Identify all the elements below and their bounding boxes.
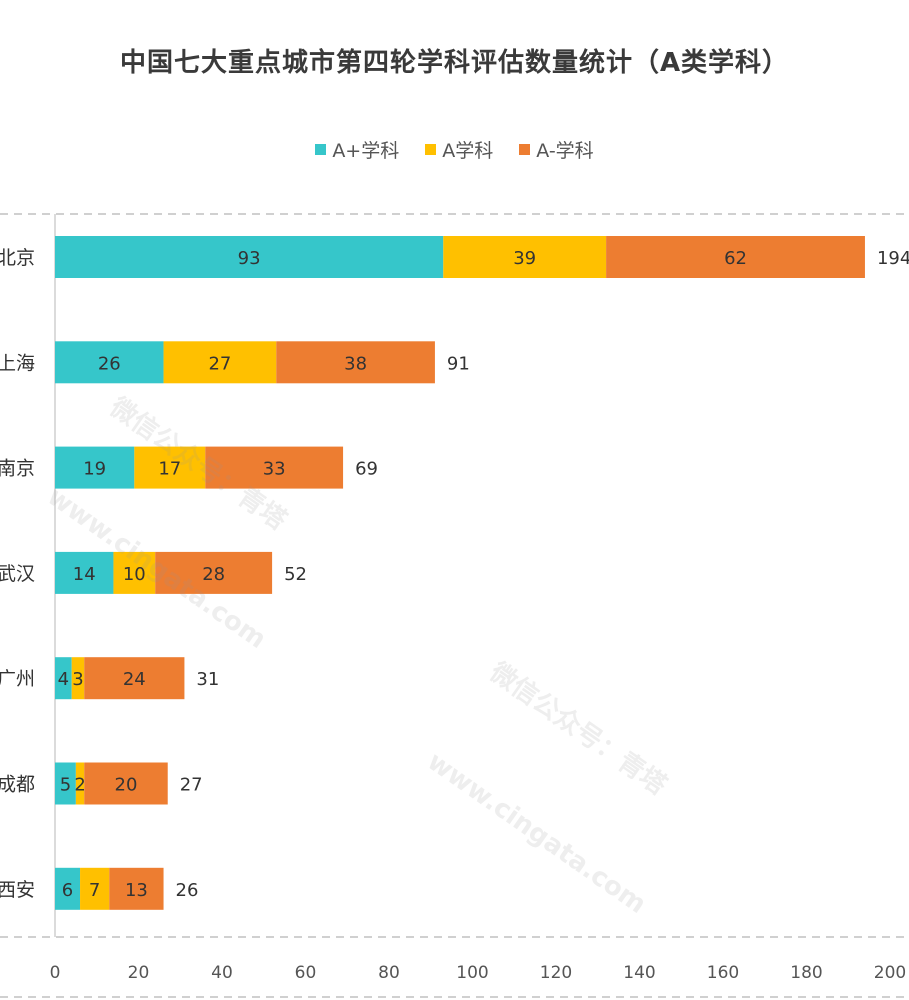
bar-segment <box>205 446 344 489</box>
bar-data-label: 39 <box>513 248 536 269</box>
bar-segment <box>109 867 164 910</box>
bar-data-label: 20 <box>115 775 138 796</box>
bar-data-label: 26 <box>98 353 121 374</box>
legend-item-a-minus: A-学科 <box>519 136 594 163</box>
bar-total-label: 27 <box>180 775 203 796</box>
y-category-label: 南京 <box>0 458 35 480</box>
bar-segment <box>443 236 607 278</box>
bar-data-label: 19 <box>83 459 106 480</box>
x-tick-label: 100 <box>456 963 488 983</box>
x-tick-label: 200 <box>874 963 906 983</box>
bar-segment <box>84 657 185 700</box>
bar-segment <box>80 867 110 910</box>
legend-swatch-a <box>425 144 437 155</box>
bar-segment <box>113 551 156 594</box>
legend-label-a-plus: A+学科 <box>332 140 400 162</box>
bar-segment <box>155 551 273 594</box>
legend-swatch-a-minus <box>519 144 531 155</box>
y-category-label: 北京 <box>0 247 35 269</box>
bar-segment <box>276 341 435 384</box>
legend-label-a-minus: A-学科 <box>536 140 594 162</box>
bar-segment <box>163 341 277 384</box>
bar-total-label: 52 <box>284 564 307 585</box>
x-tick-label: 0 <box>50 963 61 983</box>
bar-total-label: 31 <box>196 669 219 690</box>
x-tick-label: 40 <box>211 963 233 983</box>
legend-item-a-plus: A+学科 <box>315 136 399 163</box>
y-category-label: 武汉 <box>0 563 35 585</box>
bar-segment <box>55 551 114 594</box>
bar-data-label: 24 <box>123 669 146 690</box>
bar-segment <box>55 446 135 489</box>
bar-segment <box>71 657 85 700</box>
bar-segment <box>55 657 72 700</box>
chart-legend: A+学科 A学科 A-学科 <box>0 136 909 163</box>
y-category-label: 西安 <box>0 879 35 901</box>
bar-data-label: 13 <box>125 880 148 901</box>
bar-total-label: 194 <box>877 248 909 269</box>
bar-data-label: 10 <box>123 564 146 585</box>
legend-item-a: A学科 <box>425 136 493 163</box>
x-tick-label: 60 <box>295 963 317 983</box>
bar-total-label: 91 <box>447 353 470 374</box>
bar-data-label: 38 <box>344 353 367 374</box>
bar-data-label: 62 <box>724 248 747 269</box>
bar-segment <box>55 341 164 384</box>
bar-segment <box>55 867 81 910</box>
x-tick-label: 160 <box>707 963 739 983</box>
bar-segment <box>75 762 85 805</box>
bar-data-label: 93 <box>238 248 261 269</box>
x-tick-label: 80 <box>378 963 400 983</box>
bar-data-label: 14 <box>73 564 96 585</box>
bar-data-label: 4 <box>58 669 69 690</box>
bar-data-label: 28 <box>202 564 225 585</box>
y-category-label: 成都 <box>0 774 35 796</box>
bar-data-label: 5 <box>60 775 71 796</box>
bar-data-label: 33 <box>263 459 286 480</box>
x-tick-label: 180 <box>790 963 822 983</box>
bar-data-label: 27 <box>208 353 231 374</box>
bar-segment <box>606 236 865 278</box>
y-category-label: 上海 <box>0 352 35 374</box>
bar-total-label: 26 <box>176 880 199 901</box>
x-tick-label: 20 <box>128 963 150 983</box>
bar-total-label: 69 <box>355 459 378 480</box>
y-category-label: 广州 <box>0 668 35 690</box>
bar-data-label: 7 <box>89 880 100 901</box>
bar-data-label: 2 <box>74 775 85 796</box>
bar-segment <box>55 762 76 805</box>
bar-data-label: 17 <box>158 459 181 480</box>
chart-title: 中国七大重点城市第四轮学科评估数量统计（A类学科） <box>119 48 790 78</box>
legend-label-a: A学科 <box>442 140 494 162</box>
bar-segment <box>134 446 206 489</box>
bar-segment <box>84 762 168 805</box>
bar-segment <box>55 236 444 278</box>
bar-data-label: 3 <box>72 669 83 690</box>
x-tick-label: 120 <box>540 963 572 983</box>
bar-data-label: 6 <box>62 880 73 901</box>
legend-swatch-a-plus <box>315 144 327 155</box>
x-tick-label: 140 <box>623 963 655 983</box>
